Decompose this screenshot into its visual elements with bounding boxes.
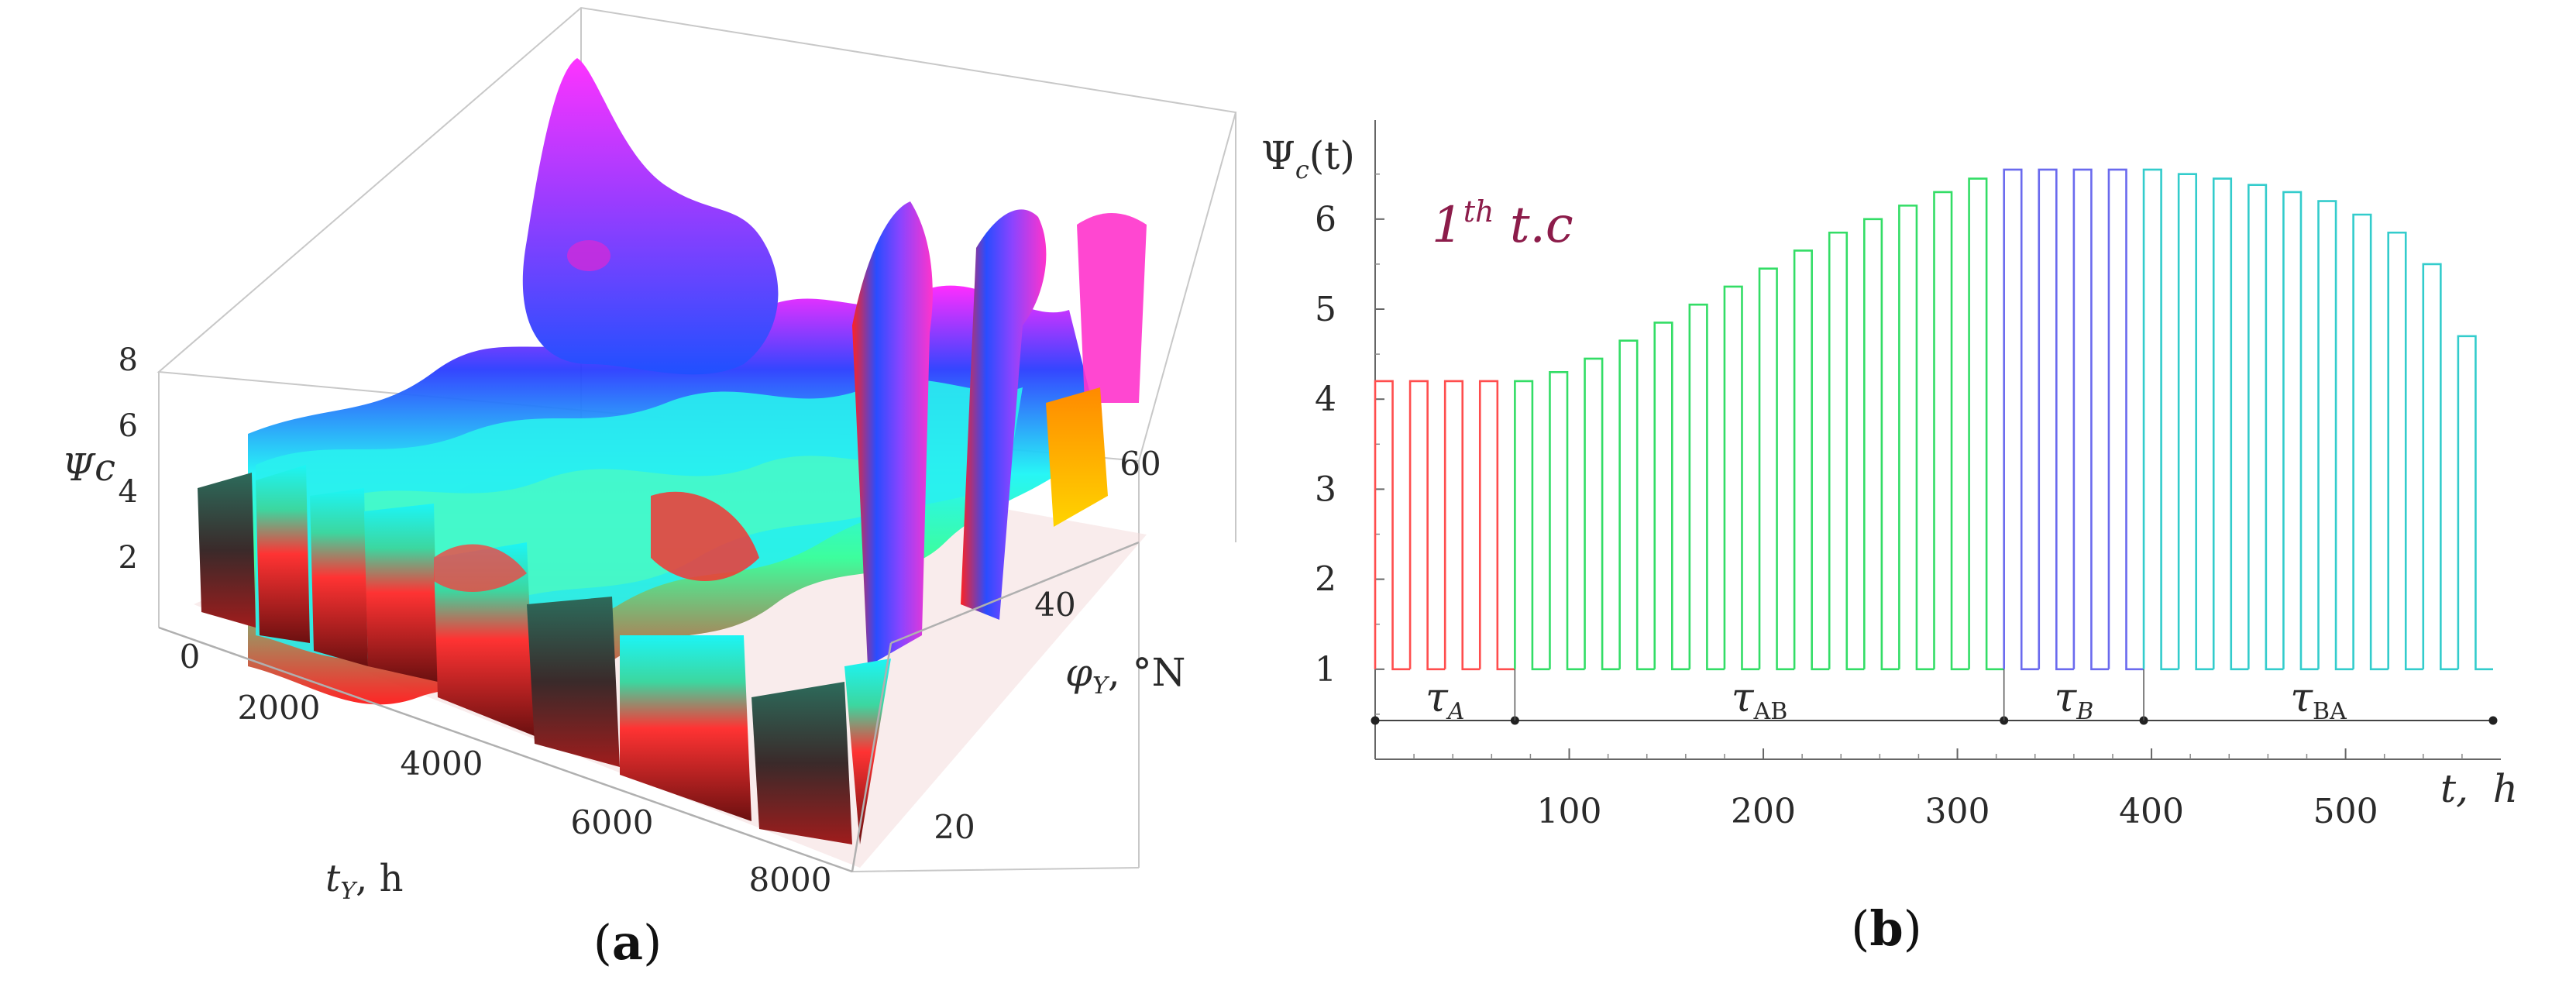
cycle-pulse xyxy=(1584,357,1620,671)
surface-orange-wall xyxy=(1046,387,1108,527)
surface-red-trough-2 xyxy=(434,544,527,592)
x-tick-label: 100 xyxy=(1537,792,1602,831)
surface-peak xyxy=(522,58,779,375)
z-tick-label: 8 xyxy=(119,342,138,378)
cycle-pulse xyxy=(1374,380,1411,671)
surface-front-wall-9 xyxy=(844,659,891,844)
cycle-pulse xyxy=(1933,191,1969,671)
surface-front-wall-8 xyxy=(751,682,852,844)
surface-ridge-right-3 xyxy=(1077,213,1147,403)
surface-front-wall-3 xyxy=(310,488,368,666)
chart-b-axes: 1 2 3 4 5 6 100 200 300 400 500 xyxy=(1315,120,2501,831)
y-axis-label: φY, °N xyxy=(1065,650,1185,700)
x-tick-label: 0 xyxy=(180,638,201,676)
surface-red-trough-1 xyxy=(651,491,759,581)
surface-front-wall-7 xyxy=(620,635,751,821)
y-tick-label: 4 xyxy=(1315,380,1336,419)
cycle-pulse xyxy=(2003,168,2039,671)
segment-boundary-dot xyxy=(2488,716,2498,725)
cycle-pulse xyxy=(1758,267,1795,671)
cycle-pulse xyxy=(2072,168,2109,671)
z-axis-label: Ψc xyxy=(62,446,115,490)
segment-label: τB xyxy=(2054,675,2093,725)
y-tick-label: 20 xyxy=(934,808,975,846)
cycle-pulse xyxy=(1443,380,1481,671)
chart-b-series xyxy=(1374,168,2493,671)
y-tick-label: 6 xyxy=(1315,200,1336,239)
z-tick-label: 2 xyxy=(119,540,138,576)
cycle-pulse xyxy=(2317,200,2354,671)
y-tick-label: 5 xyxy=(1315,290,1336,329)
x-tick-label: 6000 xyxy=(571,803,654,841)
surface-box-front-edges xyxy=(158,541,1140,873)
cycle-pulse xyxy=(2422,263,2458,671)
cycle-pulse xyxy=(1653,322,1690,671)
cycle-pulse xyxy=(2212,177,2249,671)
cycle-pulse xyxy=(1408,380,1446,671)
chart-b-y-axis-label: Ψc(t) xyxy=(1261,133,1355,184)
x-tick-label: 4000 xyxy=(401,745,483,782)
cycle-pulse xyxy=(1898,205,1935,671)
x-tick-label: 200 xyxy=(1731,792,1796,831)
surface-front-wall-6 xyxy=(527,597,620,767)
x-tick-label: 500 xyxy=(2313,792,2378,831)
cycle-pulse xyxy=(2248,184,2284,671)
y-axis: 20 40 60 φY, °N xyxy=(934,445,1185,846)
chart-b-x-axis-label: t, h xyxy=(2440,766,2518,811)
cycle-pulse xyxy=(1478,380,1515,671)
y-tick-label: 3 xyxy=(1315,469,1336,509)
x-tick-label: 8000 xyxy=(749,861,832,899)
chart-b-annotation: 1th t.c xyxy=(1432,194,1573,254)
y-tick-label: 40 xyxy=(1034,586,1075,624)
cycle-pulse xyxy=(2038,168,2074,671)
surface-front-wall-5 xyxy=(434,542,535,736)
z-tick-label: 6 xyxy=(119,408,138,444)
x-tick-label: 300 xyxy=(1925,792,1990,831)
cycle-pulse xyxy=(1723,285,1760,671)
surface-peak-dimple xyxy=(567,240,610,271)
x-axis: 0 2000 4000 6000 8000 tY, h xyxy=(180,638,832,905)
x-axis-label: tY, h xyxy=(325,857,404,905)
cycle-pulse xyxy=(2282,191,2319,671)
x-tick-label: 2000 xyxy=(238,689,321,727)
z-axis: 8 6 4 2 Ψc xyxy=(62,342,138,576)
cycle-pulse xyxy=(1549,371,1585,671)
segment-label: τBA xyxy=(2290,675,2347,725)
surface-ridge-right-1 xyxy=(852,201,933,666)
surface-front-wall-2 xyxy=(256,465,310,643)
x-tick-label: 400 xyxy=(2119,792,2184,831)
panel-b-cycle-chart: 1 2 3 4 5 6 100 200 300 400 500 τA τAB τB τBA Ψc(t) 1… xyxy=(1261,120,2518,957)
y-tick-label: 1 xyxy=(1315,650,1336,690)
cycle-pulse xyxy=(1828,231,1865,671)
segment-label: τAB xyxy=(1732,675,1788,725)
segment-label: τA xyxy=(1426,675,1464,725)
cycle-pulse xyxy=(1618,339,1655,671)
cycle-pulse xyxy=(1863,218,1900,671)
surface-front-wall-1 xyxy=(198,473,256,628)
cycle-pulse xyxy=(1688,303,1725,671)
cycle-pulse xyxy=(2177,173,2214,671)
surface-front-wall-4 xyxy=(364,504,438,682)
surface-ridge-right-2 xyxy=(961,209,1047,620)
cycle-pulse xyxy=(1968,177,2004,671)
panel-a-surface-plot: 8 6 4 2 Ψc 0 2000 4000 6000 8000 tY, h 2… xyxy=(62,6,1237,971)
z-tick-label: 4 xyxy=(119,474,138,510)
panel-label-b: (b) xyxy=(1851,900,1922,957)
chart-b-segments: τA τAB τB τBA xyxy=(1371,669,2498,725)
cycle-pulse xyxy=(2107,168,2144,671)
y-tick-label: 60 xyxy=(1119,445,1161,483)
cycle-pulse xyxy=(2142,168,2179,671)
cycle-pulse xyxy=(1793,249,1830,671)
cycle-pulse xyxy=(1514,380,1550,671)
segment-boundary-dot xyxy=(1371,716,1380,725)
cycle-pulse xyxy=(2352,213,2389,671)
y-tick-label: 2 xyxy=(1315,560,1336,600)
cycle-pulse xyxy=(2457,335,2493,671)
panel-label-a: (a) xyxy=(593,914,662,971)
cycle-pulse xyxy=(2387,231,2423,671)
